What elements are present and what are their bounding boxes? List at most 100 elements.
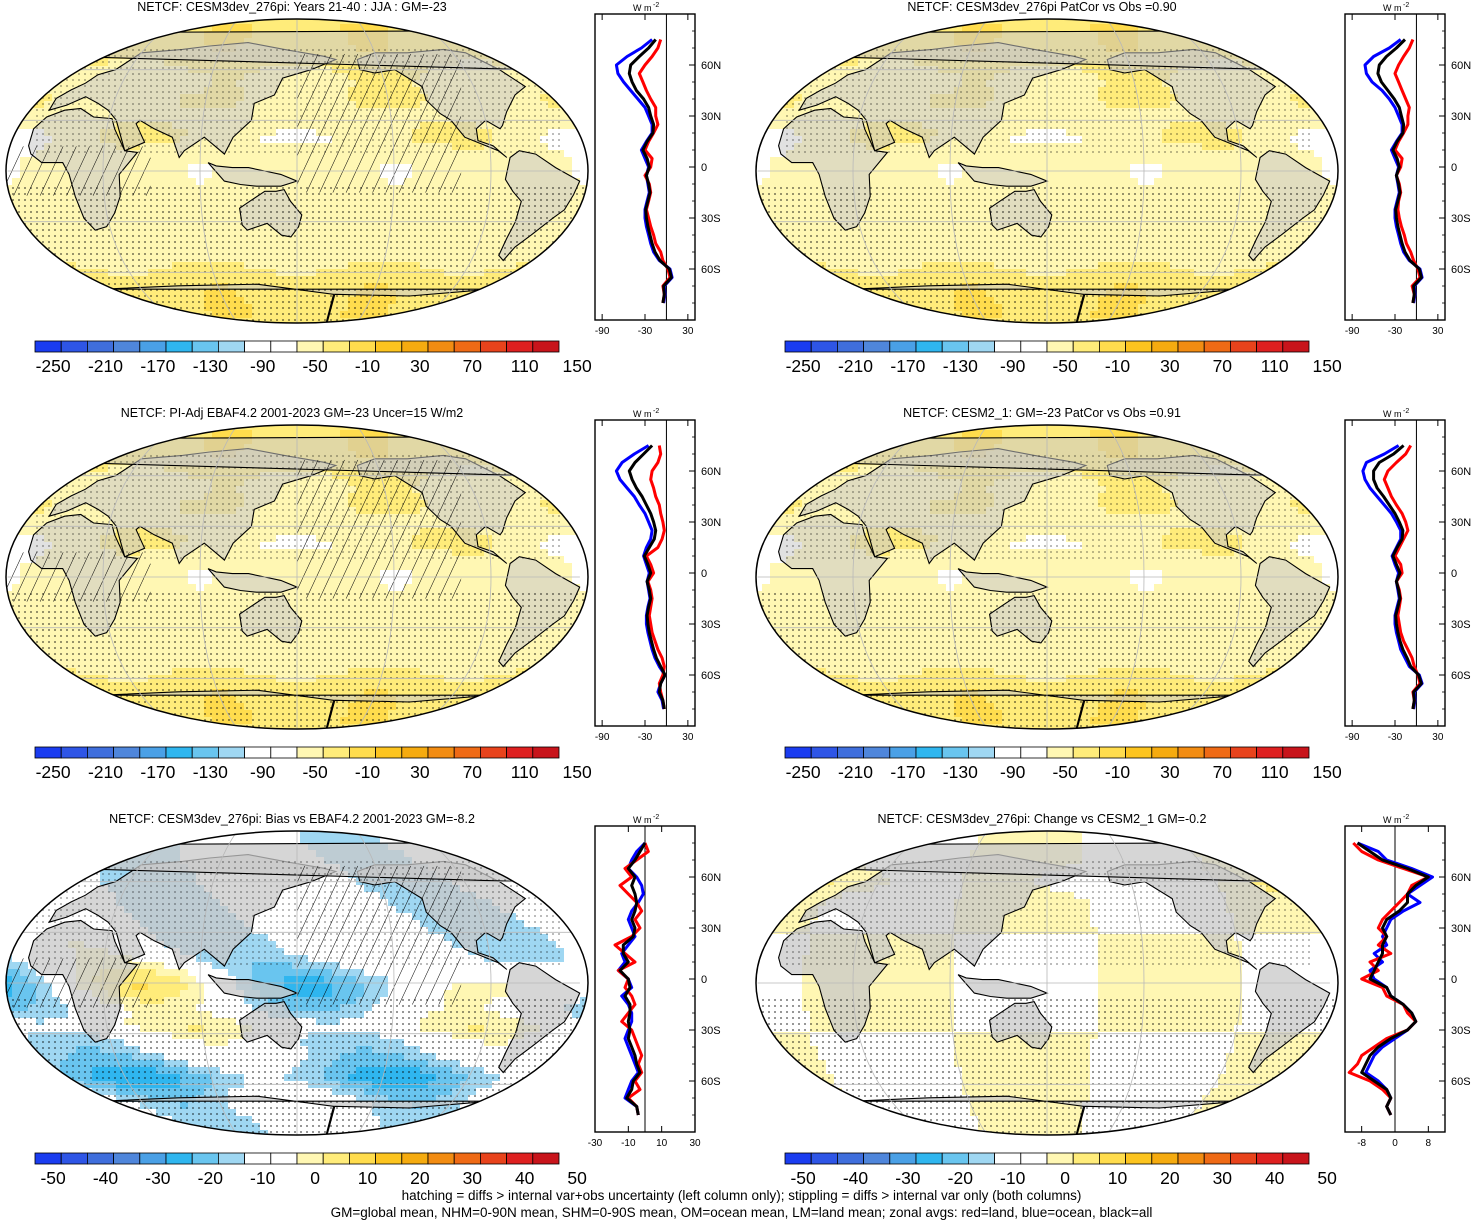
colorbar-swatch <box>296 746 324 759</box>
colorbar-labels: -50 -40 -30 -20 -10 0 10 20 30 40 50 <box>34 1168 586 1190</box>
colorbar-swatch <box>479 340 507 353</box>
colorbar-swatch <box>427 1152 455 1165</box>
lat-tick-label: 0 <box>701 162 707 174</box>
map-field <box>6 425 588 729</box>
colorbar-swatch <box>863 1152 891 1165</box>
series-line-all <box>1356 841 1430 1116</box>
colorbar-swatch <box>479 1152 507 1165</box>
units-exponent: -2 <box>653 408 659 415</box>
colorbar-tick-label: 40 <box>515 1168 534 1189</box>
colorbar-swatch <box>1229 746 1257 759</box>
map-border <box>755 18 1339 324</box>
colorbar-swatch <box>837 746 865 759</box>
x-tick-label: 30 <box>1432 326 1444 337</box>
colorbar-swatch <box>1282 1152 1310 1165</box>
colorbar-swatch <box>217 746 245 759</box>
colorbar-swatch <box>270 1152 298 1165</box>
lat-tick-label: 0 <box>701 974 707 986</box>
map-field <box>6 19 588 323</box>
colorbar-swatch <box>967 1152 995 1165</box>
continent-indonesia <box>957 162 1049 187</box>
colorbar-swatch <box>1125 340 1153 353</box>
map-border <box>755 424 1339 730</box>
colorbar-tick-label: -250 <box>786 762 821 783</box>
footer-note-1: hatching = diffs > internal var+obs unce… <box>0 1187 1483 1204</box>
colorbar-swatch <box>1151 1152 1179 1165</box>
panel-model-patcor: NETCF: CESM3dev_276pi PatCor vs Obs =0.9… <box>750 0 1483 405</box>
panel-title: NETCF: CESM3dev_276pi: Years 21-40 : JJA… <box>137 0 447 16</box>
colorbar-swatch <box>1046 746 1074 759</box>
colorbar-swatch <box>1203 340 1231 353</box>
colorbar-swatch <box>60 746 88 759</box>
colorbar-tick-label: -20 <box>198 1168 223 1189</box>
lat-tick-label: 30S <box>701 1025 721 1037</box>
zonal-mean-plot: 60N 30N 0 30S 60S -90 -30 30 W m -2 <box>1344 408 1471 743</box>
colorbar-swatch <box>784 746 812 759</box>
map-border <box>5 424 589 730</box>
colorbar-tick-label: -90 <box>1000 762 1025 783</box>
colorbar-swatch <box>1125 1152 1153 1165</box>
colorbar-swatch <box>941 1152 969 1165</box>
colorbar-swatch <box>506 340 534 353</box>
colorbar-swatch <box>375 340 403 353</box>
colorbar-swatch <box>1203 746 1231 759</box>
colorbar-swatch <box>1229 1152 1257 1165</box>
colorbar <box>34 746 560 759</box>
lat-tick-label: 30S <box>1451 1025 1471 1037</box>
colorbar-tick-label: -30 <box>895 1168 920 1189</box>
units-exponent: -2 <box>653 814 659 821</box>
colorbar-swatch <box>60 1152 88 1165</box>
colorbar-swatch <box>994 340 1022 353</box>
colorbar-tick-label: 0 <box>310 1168 320 1189</box>
colorbar-tick-label: 30 <box>410 356 429 377</box>
colorbar <box>34 340 560 353</box>
map-border <box>5 18 589 324</box>
colorbar-tick-label: 70 <box>463 356 482 377</box>
colorbar-swatch <box>889 1152 917 1165</box>
lat-tick-label: 60S <box>1451 670 1471 682</box>
colorbar-tick-label: -250 <box>36 356 71 377</box>
colorbar <box>784 1152 1310 1165</box>
series-line-ocean <box>1356 841 1434 1116</box>
colorbar-swatch <box>87 1152 115 1165</box>
colorbar-tick-label: 110 <box>511 356 539 377</box>
colorbar-swatch <box>270 340 298 353</box>
colorbar-swatch <box>784 1152 812 1165</box>
x-tick-label: -30 <box>638 732 653 743</box>
lat-tick-label: 30S <box>1451 213 1471 225</box>
colorbar-labels: -250 -210 -170 -130 -90 -50 -10 30 70 110 150 <box>34 356 592 378</box>
colorbar-tick-label: -50 <box>1052 356 1077 377</box>
colorbar <box>784 746 1310 759</box>
colorbar-tick-label: 150 <box>562 356 591 377</box>
lat-tick-label: 0 <box>701 568 707 580</box>
colorbar-swatch <box>113 1152 141 1165</box>
colorbar-swatch <box>784 340 812 353</box>
colorbar-tick-label: -170 <box>140 762 175 783</box>
continent-indonesia <box>207 974 299 999</box>
colorbar-swatch <box>1046 340 1074 353</box>
panel-bias: NETCF: CESM3dev_276pi: Bias vs EBAF4.2 2… <box>0 812 741 1217</box>
colorbar-tick-label: -130 <box>193 356 228 377</box>
colorbar-tick-label: -10 <box>1105 762 1130 783</box>
colorbar-swatch <box>837 1152 865 1165</box>
lat-tick-label: 60N <box>1451 872 1471 884</box>
colorbar-swatch <box>915 340 943 353</box>
colorbar-swatch <box>1020 1152 1048 1165</box>
panel-change: NETCF: CESM3dev_276pi: Change vs CESM2_1… <box>750 812 1483 1217</box>
zonal-mean-plot: 60N 30N 0 30S 60S -90 -30 30 W m -2 <box>594 2 721 337</box>
colorbar-swatch <box>506 746 534 759</box>
colorbar-swatch <box>348 746 376 759</box>
global-map <box>755 830 1339 1136</box>
colorbar-tick-label: -10 <box>1105 356 1130 377</box>
colorbar-tick-label: -210 <box>838 762 873 783</box>
units-label: W m <box>633 3 652 13</box>
colorbar-swatch <box>453 1152 481 1165</box>
units-label: W m <box>633 409 652 419</box>
colorbar-swatch <box>1256 746 1284 759</box>
colorbar-tick-label: 150 <box>562 762 591 783</box>
lat-tick-label: 60S <box>1451 264 1471 276</box>
colorbar-swatch <box>375 1152 403 1165</box>
colorbar-swatch <box>1072 340 1100 353</box>
colorbar-swatch <box>322 1152 350 1165</box>
colorbar-swatch <box>1098 1152 1126 1165</box>
